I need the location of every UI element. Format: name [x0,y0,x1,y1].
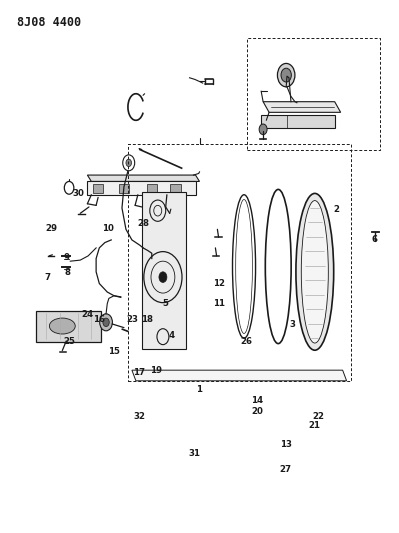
Text: 5: 5 [163,299,169,308]
Circle shape [159,272,167,282]
Text: 17: 17 [133,368,145,377]
Text: 8J08 4400: 8J08 4400 [17,15,81,29]
FancyBboxPatch shape [170,184,181,192]
Ellipse shape [301,200,328,343]
Text: 24: 24 [81,310,93,319]
Text: 25: 25 [63,337,75,346]
Circle shape [259,124,267,135]
Text: 26: 26 [241,337,253,346]
Text: 12: 12 [213,279,225,288]
Text: 21: 21 [309,422,321,431]
Text: 1: 1 [196,385,203,394]
Text: 10: 10 [102,224,114,233]
Text: 31: 31 [189,449,201,458]
Text: 23: 23 [126,315,138,324]
Text: 18: 18 [141,315,153,324]
Text: 6: 6 [371,236,377,245]
Polygon shape [263,102,341,112]
Text: 19: 19 [150,366,162,375]
Text: 15: 15 [108,347,120,356]
Text: 14: 14 [251,396,263,405]
Text: 7: 7 [45,273,51,281]
Text: 8: 8 [65,269,71,277]
Text: 2: 2 [334,205,340,214]
Text: 28: 28 [138,220,150,229]
Text: 13: 13 [280,440,292,449]
Circle shape [277,63,295,87]
Polygon shape [87,175,200,181]
Polygon shape [87,181,196,195]
Text: 29: 29 [45,224,57,233]
Text: 20: 20 [251,407,263,416]
Text: 27: 27 [279,465,291,474]
Text: 11: 11 [213,299,225,308]
Text: 30: 30 [72,189,84,198]
Ellipse shape [296,193,334,350]
Text: 4: 4 [169,331,175,340]
Ellipse shape [49,318,75,334]
FancyBboxPatch shape [36,311,101,342]
FancyBboxPatch shape [93,184,103,192]
Circle shape [100,314,113,331]
FancyBboxPatch shape [119,184,129,192]
Circle shape [103,318,109,327]
Polygon shape [132,370,347,381]
Circle shape [126,159,132,166]
FancyBboxPatch shape [261,115,335,128]
Text: 9: 9 [63,254,69,262]
Text: 3: 3 [290,320,296,329]
Text: 16: 16 [93,315,105,324]
Text: 32: 32 [133,412,145,421]
Text: 22: 22 [313,412,325,421]
FancyBboxPatch shape [146,184,157,192]
Circle shape [281,68,291,82]
FancyBboxPatch shape [142,192,186,349]
